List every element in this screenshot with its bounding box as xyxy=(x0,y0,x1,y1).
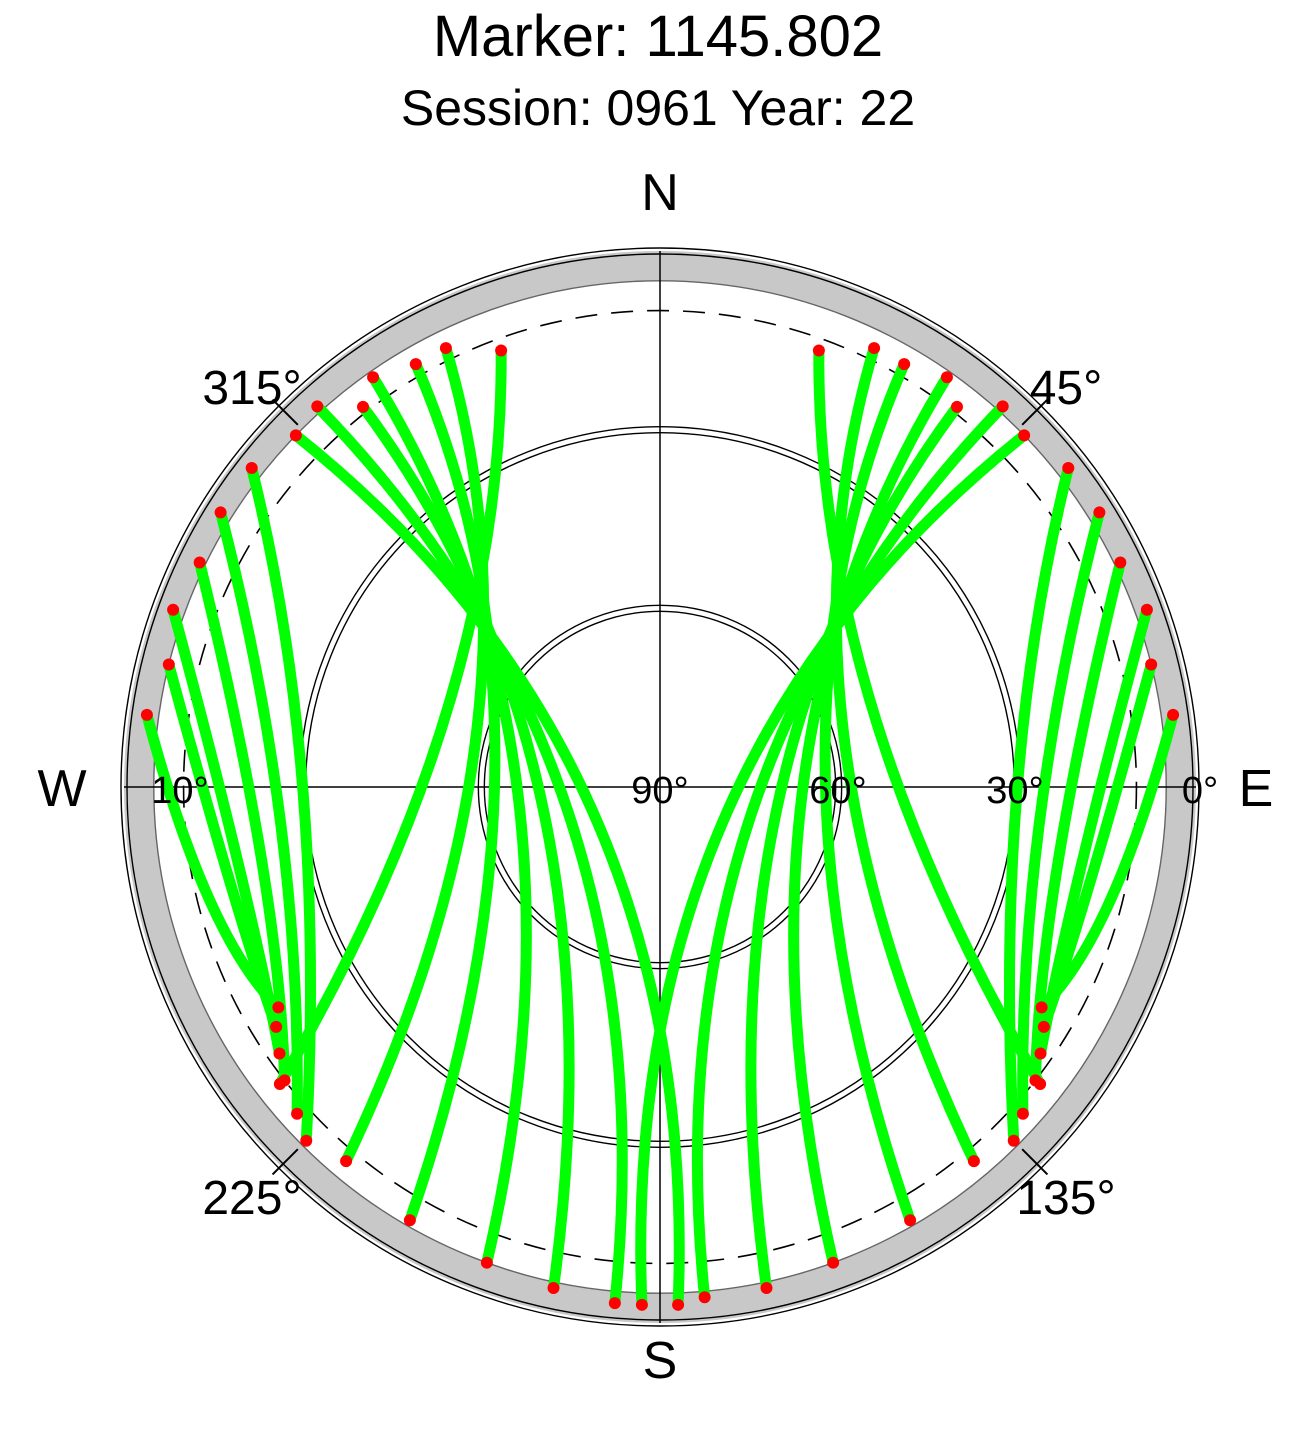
satellite-tracks xyxy=(140,342,1180,1311)
azimuth-tick-225 xyxy=(271,1148,299,1176)
elevation-label-0: 0° xyxy=(1182,770,1218,812)
compass-west: W xyxy=(37,760,86,818)
track-24-start-point xyxy=(167,603,180,616)
satellite-track-19 xyxy=(290,429,685,1311)
satellite-track-16 xyxy=(367,371,532,1269)
satellite-track-26 xyxy=(141,709,284,1013)
track-22-end-point xyxy=(291,1107,304,1120)
track-20-start-point xyxy=(495,344,508,357)
satellite-track-15 xyxy=(404,358,501,1226)
satellite-track-13 xyxy=(1036,709,1179,1013)
plot-labels: N S E W 45° 135° 225° 315° 0° 10° 30° 60… xyxy=(37,164,1273,1390)
track-25-start-point xyxy=(162,658,175,671)
track-11-start-point xyxy=(1140,603,1153,616)
azimuth-tick-315 xyxy=(271,398,299,426)
satellite-track-18 xyxy=(311,400,628,1309)
satellite-track-21 xyxy=(246,462,317,1147)
track-14-start-point xyxy=(439,342,452,355)
track-23-end-point xyxy=(278,1074,291,1087)
track-16-start-point xyxy=(367,371,380,384)
track-2-end-point xyxy=(904,1214,917,1227)
track-14-end-point xyxy=(340,1155,353,1168)
track-21-end-point xyxy=(300,1134,313,1147)
track-9-end-point xyxy=(1016,1107,1029,1120)
compass-north: N xyxy=(641,164,679,222)
track-10-end-point xyxy=(1029,1074,1042,1087)
track-11-end-point xyxy=(1034,1047,1047,1060)
satellite-track-14 xyxy=(340,342,490,1167)
elevation-label-30: 30° xyxy=(986,770,1043,812)
track-19-end-point xyxy=(672,1298,685,1311)
azimuth-label-225: 225° xyxy=(202,1172,301,1225)
azimuth-label-45: 45° xyxy=(1030,362,1103,415)
track-5-start-point xyxy=(996,400,1009,413)
track-26-start-point xyxy=(140,708,153,721)
satellite-track-3 xyxy=(788,371,953,1269)
azimuth-label-135: 135° xyxy=(1016,1172,1115,1225)
track-9-start-point xyxy=(1093,506,1106,519)
track-17-end-point xyxy=(547,1281,560,1294)
satellite-track-1 xyxy=(830,342,980,1167)
track-26-end-point xyxy=(272,1001,285,1014)
track-19-start-point xyxy=(289,429,302,442)
elevation-label-90: 90° xyxy=(631,770,688,812)
track-15-end-point xyxy=(403,1214,416,1227)
track-5-end-point xyxy=(698,1291,711,1304)
track-2-start-point xyxy=(898,358,911,371)
track-18-start-point xyxy=(311,400,324,413)
track-10-start-point xyxy=(1114,556,1127,569)
elevation-label-10: 10° xyxy=(151,770,208,812)
track-17-start-point xyxy=(357,400,370,413)
satellite-track-9 xyxy=(1017,506,1105,1120)
satellite-track-2 xyxy=(819,358,916,1226)
track-15-start-point xyxy=(409,358,422,371)
track-4-end-point xyxy=(760,1281,773,1294)
chart-title: Marker: 1145.802 xyxy=(432,4,884,69)
track-12-start-point xyxy=(1145,658,1158,671)
compass-south: S xyxy=(643,1332,678,1390)
satellite-track-6 xyxy=(635,429,1030,1311)
track-13-end-point xyxy=(1035,1001,1048,1014)
elevation-label-60: 60° xyxy=(809,770,866,812)
track-8-start-point xyxy=(1062,462,1075,475)
satellite-track-4 xyxy=(745,401,963,1294)
track-3-start-point xyxy=(940,371,953,384)
track-23-start-point xyxy=(193,556,206,569)
track-25-end-point xyxy=(270,1020,283,1033)
satellite-track-17 xyxy=(357,401,575,1294)
track-6-end-point xyxy=(635,1298,648,1311)
elevation-ring-0 xyxy=(120,247,1200,1327)
track-24-end-point xyxy=(273,1047,286,1060)
chart-subtitle: Session: 0961 Year: 22 xyxy=(400,80,916,136)
azimuth-tick-45 xyxy=(1021,398,1049,426)
track-1-start-point xyxy=(868,342,881,355)
azimuth-label-315: 315° xyxy=(202,362,301,415)
track-1-end-point xyxy=(967,1155,980,1168)
azimuth-tick-135 xyxy=(1021,1148,1049,1176)
satellite-track-20 xyxy=(274,344,507,1090)
track-6-start-point xyxy=(1018,429,1031,442)
satellite-track-5 xyxy=(691,400,1009,1303)
track-12-end-point xyxy=(1037,1020,1050,1033)
satellite-track-7 xyxy=(813,344,1046,1090)
track-18-end-point xyxy=(608,1297,621,1310)
track-16-end-point xyxy=(480,1256,493,1269)
track-21-start-point xyxy=(245,462,258,475)
satellite-track-22 xyxy=(215,506,303,1120)
track-7-start-point xyxy=(812,344,825,357)
satellite-track-8 xyxy=(1003,462,1074,1147)
track-13-start-point xyxy=(1167,708,1180,721)
track-3-end-point xyxy=(827,1256,840,1269)
track-8-end-point xyxy=(1007,1134,1020,1147)
track-22-start-point xyxy=(214,506,227,519)
compass-east: E xyxy=(1239,760,1274,818)
track-4-start-point xyxy=(950,400,963,413)
